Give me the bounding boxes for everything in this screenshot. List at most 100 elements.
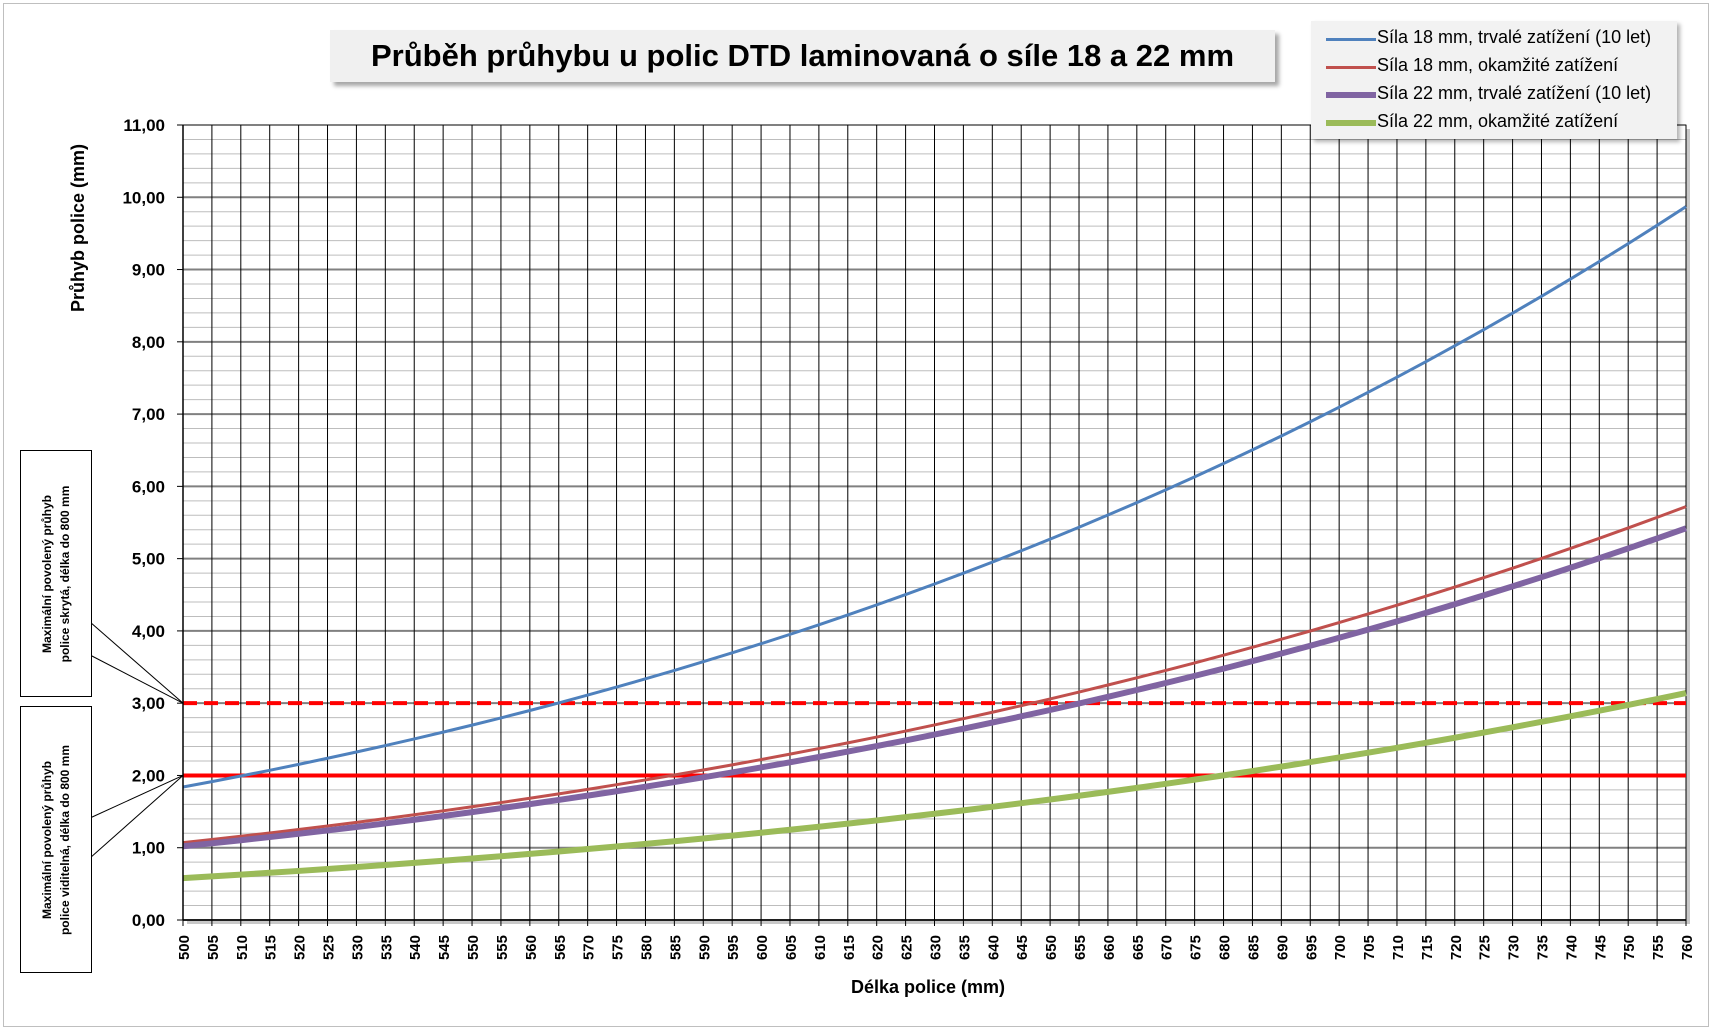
x-tick-label: 570 <box>581 935 598 960</box>
x-tick-label: 575 <box>610 935 627 960</box>
axis-layer: 500 505 510 515 520 525 530 535 540 545 550 555 560 5… <box>122 116 1696 960</box>
x-tick-label: 745 <box>1592 935 1609 960</box>
legend-swatch <box>1326 65 1376 69</box>
annotation-line: police viditelná, délka do 800 mm <box>58 744 72 935</box>
x-tick-label: 635 <box>956 935 973 960</box>
series-line-2 <box>182 505 1687 845</box>
x-tick-label: 515 <box>263 935 280 960</box>
annotation-line: police skrytá, délka do 800 mm <box>58 485 72 662</box>
x-tick-label: 510 <box>234 935 251 960</box>
annotation-text-visible-shelf: Maximální povolený průhyb police viditel… <box>38 744 74 934</box>
legend-item: Síla 22 mm, trvalé zatížení (10 let) <box>1311 81 1677 109</box>
x-tick-label: 640 <box>985 935 1002 960</box>
legend-label: Síla 22 mm, okamžité zatížení <box>1377 111 1619 131</box>
x-tick-label: 710 <box>1390 935 1407 960</box>
reference-lines <box>183 701 1686 778</box>
leader-line-visible-top <box>89 774 184 819</box>
x-tick-label: 660 <box>1101 935 1118 960</box>
legend-label: Síla 18 mm, okamžité zatížení <box>1377 55 1619 75</box>
x-tick-label: 540 <box>407 935 424 960</box>
x-tick-label: 755 <box>1650 935 1667 960</box>
leader-line-hidden-top <box>89 621 184 704</box>
x-axis-label: Délka police (mm) <box>851 977 1005 997</box>
chart-title-box: Průběh průhybu u polic DTD laminovaná o … <box>330 30 1275 82</box>
series-line-3 <box>182 525 1687 850</box>
annotation-box-visible-shelf: Maximální povolený průhyb police viditel… <box>20 706 92 973</box>
y-tick-label: 8,00 <box>132 333 165 352</box>
x-tick-label: 550 <box>465 935 482 960</box>
x-tick-label: 565 <box>552 935 569 960</box>
series-line-1 <box>182 205 1687 789</box>
legend: Síla 18 mm, trvalé zatížení (10 let) Síla… <box>1311 21 1677 139</box>
x-tick-label: 675 <box>1188 935 1205 960</box>
x-tick-label: 580 <box>638 935 655 960</box>
legend-item: Síla 18 mm, trvalé zatížení (10 let) <box>1311 25 1677 53</box>
x-tick-label: 560 <box>523 935 540 960</box>
x-tick-label: 630 <box>928 935 945 960</box>
x-tick-label: 655 <box>1072 935 1089 960</box>
y-tick-label: 2,00 <box>132 766 165 785</box>
x-tick-label: 650 <box>1043 935 1060 960</box>
legend-swatch <box>1326 37 1376 41</box>
x-tick-label: 690 <box>1274 935 1291 960</box>
x-tick-label: 605 <box>783 935 800 960</box>
legend-item: Síla 18 mm, okamžité zatížení <box>1311 53 1677 81</box>
x-tick-label: 645 <box>1014 935 1031 960</box>
y-tick-label: 4,00 <box>132 622 165 641</box>
chart-title: Průběh průhybu u polic DTD laminovaná o … <box>370 38 1235 73</box>
x-tick-label: 530 <box>349 935 366 960</box>
y-tick-label: 1,00 <box>132 839 165 858</box>
legend-item: Síla 22 mm, okamžité zatížení <box>1311 109 1677 137</box>
x-tick-label: 700 <box>1332 935 1349 960</box>
y-tick-label: 10,00 <box>122 188 165 207</box>
grid-layer <box>182 124 1690 924</box>
x-tick-label: 585 <box>667 935 684 960</box>
x-tick-label: 695 <box>1303 935 1320 960</box>
x-tick-label: 590 <box>696 935 713 960</box>
x-tick-label: 665 <box>1130 935 1147 960</box>
x-tick-label: 525 <box>321 935 338 960</box>
x-tick-label: 735 <box>1534 935 1551 960</box>
legend-swatch <box>1326 120 1376 126</box>
legend-label: Síla 22 mm, trvalé zatížení (10 let) <box>1377 83 1652 103</box>
legend-label: Síla 18 mm, trvalé zatížení (10 let) <box>1377 27 1652 47</box>
x-tick-label: 730 <box>1506 935 1523 960</box>
y-tick-label: 0,00 <box>132 911 165 930</box>
x-tick-label: 505 <box>205 935 222 960</box>
x-tick-label: 725 <box>1477 935 1494 960</box>
x-tick-label: 720 <box>1448 935 1465 960</box>
x-tick-label: 600 <box>754 935 771 960</box>
x-tick-label: 670 <box>1159 935 1176 960</box>
x-tick-label: 760 <box>1679 935 1696 960</box>
x-tick-label: 535 <box>378 935 395 960</box>
annotation-box-hidden-shelf: Maximální povolený průhyb police skrytá,… <box>20 450 92 697</box>
x-tick-label: 625 <box>899 935 916 960</box>
x-tick-label: 705 <box>1361 935 1378 960</box>
x-tick-label: 520 <box>292 935 309 960</box>
y-tick-label: 6,00 <box>132 477 165 496</box>
leader-line-hidden-bottom <box>89 654 184 704</box>
x-tick-label: 750 <box>1621 935 1638 960</box>
annotation-text-hidden-shelf: Maximální povolený průhyb police skrytá,… <box>38 485 74 662</box>
leader-line-visible-bottom <box>89 775 184 859</box>
x-tick-label: 615 <box>841 935 858 960</box>
x-tick-label: 500 <box>176 935 193 960</box>
series-layer <box>182 205 1687 882</box>
legend-swatch <box>1326 92 1376 98</box>
annotation-leaders <box>89 621 184 859</box>
y-tick-label: 5,00 <box>132 550 165 569</box>
series-line-4 <box>182 690 1687 882</box>
x-tick-label: 620 <box>870 935 887 960</box>
x-tick-label: 715 <box>1419 935 1436 960</box>
y-tick-label: 3,00 <box>132 694 165 713</box>
y-tick-label: 11,00 <box>123 116 165 135</box>
annotation-line: Maximální povolený průhyb <box>40 494 54 653</box>
x-tick-label: 685 <box>1245 935 1262 960</box>
x-tick-label: 595 <box>725 935 742 960</box>
y-axis-label: Průhyb police (mm) <box>68 144 88 312</box>
x-tick-label: 545 <box>436 935 453 960</box>
y-tick-label: 9,00 <box>132 261 165 280</box>
x-tick-label: 740 <box>1563 935 1580 960</box>
y-tick-label: 7,00 <box>132 405 165 424</box>
